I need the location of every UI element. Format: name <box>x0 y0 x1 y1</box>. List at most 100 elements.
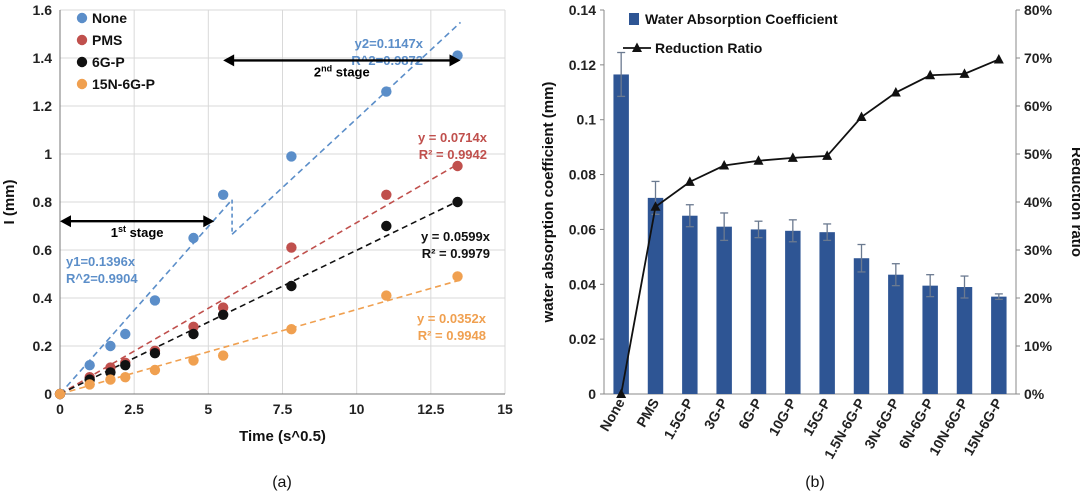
legend-label: 6G-P <box>92 54 125 70</box>
y-right-tick-label: 60% <box>1024 98 1053 114</box>
x-tick-label: 10 <box>349 401 365 417</box>
x-tick-label: 5 <box>204 401 212 417</box>
bar <box>682 215 698 394</box>
data-point <box>54 388 66 400</box>
data-point <box>217 309 229 320</box>
y-right-tick-label: 70% <box>1024 50 1053 66</box>
x-tick-label: 0 <box>56 401 64 417</box>
legend-marker <box>76 56 88 68</box>
data-point <box>217 302 229 313</box>
x-tick-label: 2.5 <box>124 401 144 417</box>
data-point <box>120 360 131 371</box>
bar <box>613 74 629 394</box>
legend-marker <box>76 12 88 24</box>
y-tick-label: 1.4 <box>33 50 53 66</box>
data-point <box>188 232 199 244</box>
stage-arrow-head-left <box>223 54 235 67</box>
fit-equation-label: y1=0.1396x <box>66 254 136 269</box>
bar <box>785 230 801 394</box>
fit-equation-label: y2=0.1147x <box>355 36 424 51</box>
reduction-ratio-marker <box>959 68 970 78</box>
reduction-ratio-line <box>620 58 1000 395</box>
legend-label: Reduction Ratio <box>655 40 762 56</box>
x-tick-label: 15 <box>497 401 513 417</box>
data-point <box>381 290 392 301</box>
legend-marker <box>76 78 88 90</box>
stage-arrow-head-right <box>203 215 215 228</box>
reduction-ratio-marker <box>616 388 627 398</box>
panel-label-b: (b) <box>805 474 825 491</box>
reduction-ratio-marker <box>925 69 936 80</box>
panel-label-a: (a) <box>272 474 292 491</box>
bar <box>819 232 835 394</box>
y-axis-right-title: Reduction ratio <box>1068 147 1080 257</box>
y-axis-left-title: water absorption coefficient (mm) <box>540 82 557 324</box>
legend-label: 15N-6G-P <box>92 76 155 92</box>
data-point <box>217 189 229 200</box>
legend-marker-bar <box>629 13 639 25</box>
legend-label: Water Absorption Coefficient <box>645 11 838 27</box>
data-point <box>286 324 297 335</box>
x-category-label: PMS <box>633 396 662 430</box>
y-tick-label: 0.12 <box>569 57 596 73</box>
data-point <box>452 196 463 208</box>
y-right-tick-label: 40% <box>1024 194 1053 210</box>
data-point <box>381 189 392 200</box>
data-point <box>381 220 392 232</box>
bar <box>956 287 973 394</box>
bar <box>853 258 870 394</box>
y-right-tick-label: 10% <box>1024 338 1053 354</box>
fit-equation-label: y = 0.0714x <box>418 130 488 145</box>
fit-r2-label: R^2=0.9904 <box>66 271 138 286</box>
data-point <box>188 328 199 340</box>
x-category-label: 10G-P <box>765 396 799 439</box>
y-tick-label: 0.6 <box>33 242 53 258</box>
stage-arrow-head-right <box>449 54 461 67</box>
y-right-tick-label: 30% <box>1024 242 1053 258</box>
y-tick-label: 0 <box>588 386 596 402</box>
reduction-ratio-marker <box>856 111 867 122</box>
bar <box>647 197 664 394</box>
y-right-tick-label: 20% <box>1024 290 1053 306</box>
fit-line <box>231 21 462 235</box>
fit-r2-label: R² = 0.9979 <box>422 246 490 261</box>
data-point <box>84 360 95 371</box>
y-tick-label: 1.2 <box>33 98 53 114</box>
reduction-ratio-marker <box>890 87 901 97</box>
y-tick-label: 0.08 <box>569 167 596 183</box>
y-tick-label: 1.6 <box>33 2 53 18</box>
data-point <box>149 364 161 376</box>
data-point <box>188 321 199 332</box>
fit-equation-label: y = 0.0599x <box>421 229 491 244</box>
reduction-ratio-marker <box>993 53 1004 64</box>
y-tick-label: 0.14 <box>569 2 596 18</box>
data-point <box>217 350 229 361</box>
bar <box>922 285 938 394</box>
data-point <box>452 160 463 172</box>
y-tick-label: 0.1 <box>577 112 597 128</box>
y-tick-label: 0.02 <box>569 331 596 347</box>
x-category-label: 3G-P <box>701 396 731 432</box>
y-right-tick-label: 50% <box>1024 146 1053 162</box>
legend-marker <box>76 34 88 46</box>
data-point <box>149 348 161 359</box>
data-point <box>120 328 131 340</box>
data-point <box>105 367 116 378</box>
stage-arrow-head-left <box>60 215 71 228</box>
reduction-ratio-marker <box>822 150 833 160</box>
stage-label: 1st stage <box>111 224 164 240</box>
data-point <box>286 280 297 292</box>
bar <box>750 229 767 394</box>
legend-label: None <box>92 10 127 26</box>
y-tick-label: 0.06 <box>569 221 596 237</box>
fit-r2-label: R² = 0.9948 <box>418 328 486 343</box>
data-point <box>149 295 161 306</box>
reduction-ratio-marker <box>650 201 661 211</box>
y-tick-label: 0.4 <box>33 290 53 306</box>
stage-label: 2nd stage <box>314 63 370 79</box>
x-category-label: 15G-P <box>800 396 834 439</box>
x-category-label: 6G-P <box>735 396 765 432</box>
data-point <box>120 372 131 383</box>
chart-a: 0 2.5 5 7.5 10 12.5 15 0 0.2 0.4 0.6 0.8 1 1.2 1.4 1.6 T… <box>1 2 513 491</box>
